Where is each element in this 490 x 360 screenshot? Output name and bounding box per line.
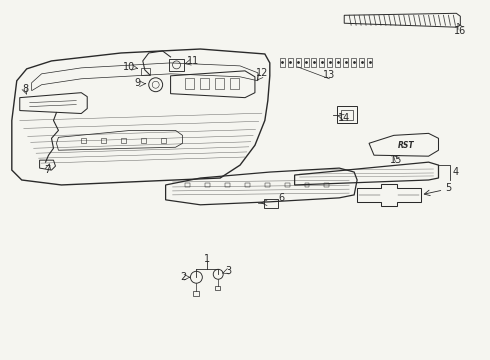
Bar [319, 58, 324, 67]
Text: 7: 7 [45, 165, 50, 175]
Bar [264, 199, 278, 208]
Text: 6: 6 [279, 193, 285, 203]
Bar [230, 78, 239, 89]
Bar [185, 183, 191, 187]
Bar [200, 78, 209, 89]
Bar [359, 58, 364, 67]
Bar [312, 58, 317, 67]
Bar [141, 68, 150, 75]
Bar [194, 291, 199, 296]
Bar [367, 58, 372, 67]
Bar [337, 105, 357, 123]
Bar [303, 58, 309, 67]
Bar [161, 138, 166, 143]
Bar [285, 183, 290, 187]
Bar [185, 78, 195, 89]
Bar [225, 183, 230, 187]
Bar [141, 138, 146, 143]
Bar [245, 183, 250, 187]
Bar [335, 58, 340, 67]
Bar [101, 138, 106, 143]
Bar [351, 58, 356, 67]
Text: 13: 13 [323, 70, 336, 80]
Bar [341, 109, 353, 121]
Bar [295, 58, 300, 67]
Text: 15: 15 [390, 155, 402, 165]
Bar [81, 138, 86, 143]
Bar [169, 59, 184, 71]
Text: 16: 16 [454, 26, 466, 36]
Bar [305, 183, 310, 187]
Bar [121, 138, 126, 143]
Text: 8: 8 [23, 84, 29, 94]
Text: 1: 1 [204, 255, 210, 264]
Bar [280, 58, 285, 67]
Bar [327, 58, 332, 67]
Text: 11: 11 [187, 56, 199, 66]
Bar [343, 58, 348, 67]
Text: RST: RST [397, 141, 414, 150]
Text: 12: 12 [256, 68, 268, 78]
Bar [324, 183, 329, 187]
Text: 10: 10 [123, 62, 135, 72]
Text: 14: 14 [338, 113, 350, 123]
Bar [215, 286, 220, 290]
Text: 3: 3 [225, 266, 231, 276]
Bar [215, 78, 224, 89]
Text: 5: 5 [445, 183, 452, 193]
Bar [265, 183, 270, 187]
Bar [288, 58, 293, 67]
Text: 9: 9 [135, 78, 141, 88]
Bar [205, 183, 210, 187]
Text: 2: 2 [180, 272, 187, 282]
Text: 4: 4 [452, 167, 459, 177]
